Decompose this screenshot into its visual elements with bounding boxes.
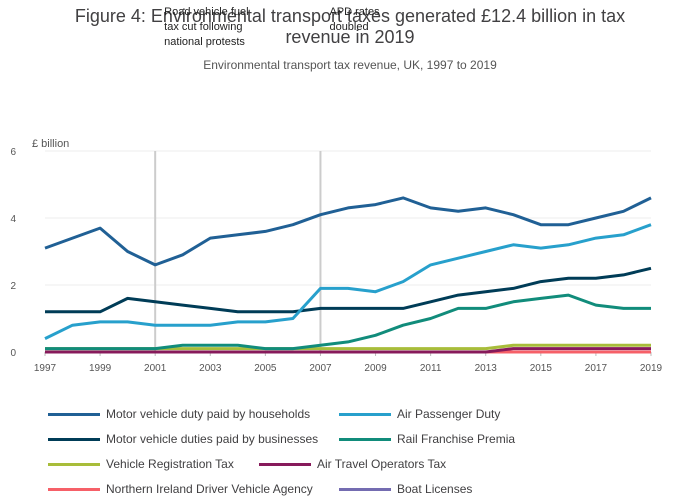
y-axis-label: £ billion: [32, 138, 69, 150]
x-tick-label: 2003: [199, 363, 222, 374]
annotation-text: doubled: [329, 21, 368, 33]
x-tick-label: 2015: [530, 363, 553, 374]
legend-item[interactable]: Rail Franchise Premia: [339, 432, 515, 446]
legend-label: Rail Franchise Premia: [397, 432, 516, 446]
chart-title: Figure 4: Environmental transport taxes …: [74, 6, 626, 47]
legend-swatch: [339, 487, 391, 491]
legend-swatch: [259, 462, 311, 466]
legend-swatch: [48, 437, 100, 441]
y-tick-label: 0: [10, 348, 16, 359]
x-tick-label: 2009: [364, 363, 387, 374]
x-tick-label: 2001: [144, 363, 167, 374]
annotation-text: tax cut following: [164, 21, 242, 33]
series-line: [45, 266, 652, 314]
legend-swatch: [339, 437, 391, 441]
y-tick-label: 4: [10, 214, 16, 225]
y-tick-label: 6: [10, 147, 16, 158]
legend-label: Motor vehicle duties paid by businesses: [106, 432, 319, 446]
legend-item[interactable]: Motor vehicle duty paid by households: [48, 407, 310, 421]
legend-label: Air Travel Operators Tax: [317, 457, 447, 471]
legend-swatch: [48, 487, 100, 491]
annotation-text: Road vehicle fuel: [164, 6, 248, 18]
x-tick-label: 2011: [420, 363, 442, 374]
x-tick-label: 2007: [309, 363, 332, 374]
legend-item[interactable]: Air Passenger Duty: [339, 407, 500, 421]
legend-label: Motor vehicle duty paid by households: [106, 407, 311, 421]
series-line: [44, 196, 652, 267]
legend-item[interactable]: Boat Licenses: [339, 482, 472, 496]
x-tick-label: 2005: [254, 363, 277, 374]
legend-label: Boat Licenses: [397, 482, 473, 496]
legend-swatch: [48, 412, 100, 416]
legend-swatch: [48, 462, 100, 466]
legend-label: Vehicle Registration Tax: [106, 457, 234, 471]
legend-swatch: [339, 412, 391, 416]
legend-label: Northern Ireland Driver Vehicle Agency: [106, 482, 313, 496]
legend-item[interactable]: Northern Ireland Driver Vehicle Agency: [48, 482, 313, 496]
legend-item[interactable]: Air Travel Operators Tax: [259, 457, 446, 471]
legend-item[interactable]: Vehicle Registration Tax: [48, 457, 234, 471]
x-tick-label: 1997: [34, 363, 57, 374]
series-line: [45, 347, 651, 354]
y-tick-label: 2: [10, 281, 16, 292]
x-tick-label: 1999: [89, 363, 112, 374]
x-tick-label: 2013: [475, 363, 498, 374]
legend-label: Air Passenger Duty: [397, 407, 501, 421]
legend-item[interactable]: Motor vehicle duties paid by businesses: [48, 432, 318, 446]
x-tick-label: 2019: [640, 363, 663, 374]
chart-subtitle: Environmental transport tax revenue, UK,…: [203, 58, 497, 72]
annotation-text: national protests: [164, 36, 245, 48]
series-line: [45, 293, 651, 351]
annotation-text: APD rates: [329, 6, 380, 18]
series-line: [44, 223, 652, 340]
x-tick-label: 2017: [585, 363, 608, 374]
